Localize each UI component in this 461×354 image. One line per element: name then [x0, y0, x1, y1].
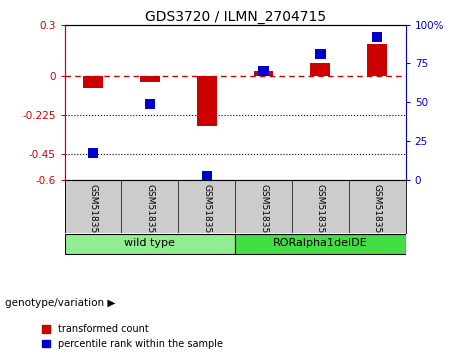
- Text: wild type: wild type: [124, 238, 175, 249]
- Text: GSM518353: GSM518353: [202, 184, 211, 239]
- Legend: transformed count, percentile rank within the sample: transformed count, percentile rank withi…: [42, 324, 223, 349]
- Text: GSM518352: GSM518352: [145, 184, 154, 239]
- Bar: [88, 148, 98, 159]
- Title: GDS3720 / ILMN_2704715: GDS3720 / ILMN_2704715: [145, 10, 325, 24]
- Bar: [197, 76, 217, 126]
- Bar: [235, 234, 406, 254]
- Text: genotype/variation ▶: genotype/variation ▶: [5, 298, 115, 308]
- Bar: [367, 44, 387, 76]
- Bar: [315, 49, 325, 59]
- Bar: [372, 32, 382, 42]
- Text: GSM518354: GSM518354: [259, 184, 268, 239]
- Bar: [201, 171, 212, 182]
- Bar: [254, 71, 273, 76]
- Text: GSM518356: GSM518356: [373, 184, 382, 239]
- Text: RORalpha1delDE: RORalpha1delDE: [273, 238, 368, 249]
- Bar: [145, 99, 155, 109]
- Bar: [259, 66, 269, 76]
- Bar: [83, 76, 103, 88]
- Bar: [140, 76, 160, 81]
- Bar: [65, 234, 235, 254]
- Text: GSM518351: GSM518351: [89, 184, 97, 239]
- Text: GSM518355: GSM518355: [316, 184, 325, 239]
- Bar: [310, 63, 331, 76]
